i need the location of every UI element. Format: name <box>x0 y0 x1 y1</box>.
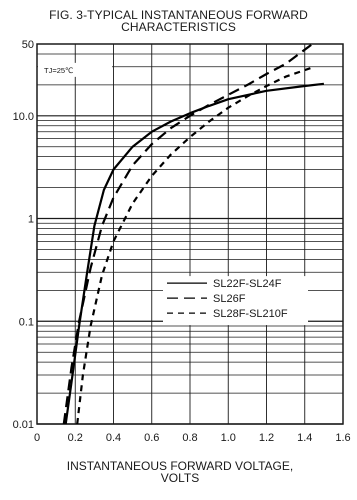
x-tick-label: 1.6 <box>335 432 350 444</box>
temperature-annotation: TJ=25℃ <box>44 66 73 75</box>
series-line-3 <box>76 65 315 425</box>
axes: TJ=25℃ <box>36 43 344 425</box>
grid-lines <box>36 43 344 425</box>
y-tick-label: 50 <box>22 39 34 51</box>
legend: SL22F-SL24F SL26F SL28F-SL210F <box>163 276 308 326</box>
x-tick-label: 1.0 <box>221 432 236 444</box>
x-tick-label: 0.4 <box>106 432 121 444</box>
y-tick-label: 10.0 <box>13 111 34 123</box>
x-tick-label: 0 <box>34 432 40 444</box>
y-tick-label: 0.01 <box>13 419 34 431</box>
x-tick-label: 1.2 <box>259 432 274 444</box>
x-axis-label: INSTANTANEOUS FORWARD VOLTAGE, <box>66 459 294 473</box>
chart-subtitle: CHARACTERISTICS <box>121 20 236 34</box>
legend-label-2: SL26F <box>213 293 246 305</box>
plot-frame <box>36 43 344 425</box>
y-tick-label: 0.1 <box>19 316 34 328</box>
x-tick-label: 0.8 <box>182 432 197 444</box>
tick-labels: 0 0.2 0.4 0.6 0.8 1.0 1.2 1.4 1.6 0.01 0.1 1 10.0 50 <box>13 39 351 444</box>
series-line-2 <box>62 43 314 425</box>
series-lines <box>62 43 325 425</box>
legend-background <box>163 276 308 326</box>
series-line-1 <box>64 82 325 425</box>
chart-title: FIG. 3-TYPICAL INSTANTANEOUS FORWARD <box>49 8 308 22</box>
x-tick-label: 0.2 <box>68 432 83 444</box>
legend-label-3: SL28F-SL210F <box>213 308 288 320</box>
legend-label-1: SL22F-SL24F <box>213 278 282 290</box>
y-tick-label: 1 <box>28 214 34 226</box>
x-axis-label-units: VOLTS <box>160 471 200 485</box>
x-tick-label: 1.4 <box>297 432 312 444</box>
annotation-background <box>38 62 112 77</box>
x-tick-label: 0.6 <box>144 432 159 444</box>
